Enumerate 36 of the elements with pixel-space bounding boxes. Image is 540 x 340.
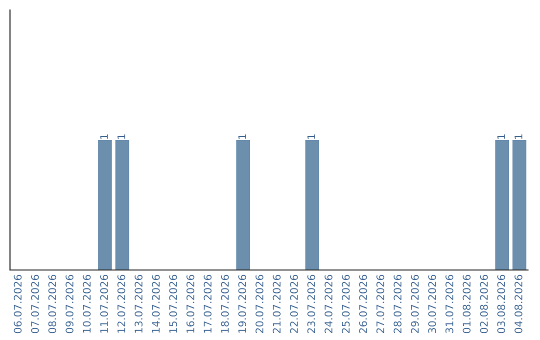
x-tick-label: 08.07.2026 [48,274,56,334]
x-tick-label: 14.07.2026 [152,274,160,333]
x-tick-label: 28.07.2026 [394,274,402,334]
x-tick-label: 06.07.2026 [14,274,22,334]
data-label: 1 [118,134,126,139]
x-tick-label: 04.08.2026 [514,274,522,334]
x-tick-label: 13.07.2026 [134,274,143,333]
x-tick-label: 26.07.2026 [359,274,367,334]
x-tick-label: 25.07.2026 [342,274,350,334]
x-tick-label: 24.07.2026 [324,274,332,334]
x-tick-label: 03.08.2026 [497,274,506,334]
data-label: 1 [238,134,246,139]
x-tick-label: 16.07.2026 [186,274,194,333]
data-label: 1 [100,134,108,139]
x-tick-label: 21.07.2026 [272,274,281,334]
x-tick-label: 15.07.2026 [169,274,178,333]
x-tick-label: 17.07.2026 [204,274,212,333]
data-label: 1 [307,134,316,139]
x-tick-label: 29.07.2026 [410,274,419,334]
x-tick-label: 18.07.2026 [220,274,229,333]
x-tick-label: 27.07.2026 [376,274,384,334]
x-tick-label: 19.07.2026 [238,274,246,333]
x-tick-label: 20.07.2026 [256,274,264,334]
x-tick-label: 01.08.2026 [462,274,471,334]
x-tick-label: 09.07.2026 [66,274,74,334]
x-tick-label: 10.07.2026 [82,274,91,333]
data-label: 1 [514,134,522,139]
x-tick-label: 31.07.2026 [445,274,454,334]
x-tick-label: 22.07.2026 [290,274,298,334]
x-tick-label: 12.07.2026 [117,274,126,333]
data-label: 1 [497,134,505,139]
x-tick-label: 23.07.2026 [307,274,316,334]
x-tick-label: 02.08.2026 [480,274,488,334]
x-tick-label: 07.07.2026 [31,274,39,334]
x-tick-label: 30.07.2026 [428,274,436,334]
x-tick-label: 11.07.2026 [100,274,108,333]
